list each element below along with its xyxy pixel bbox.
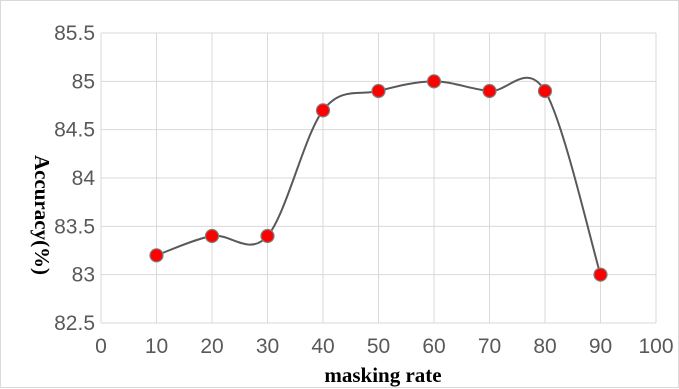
x-tick-label: 80 <box>533 335 556 358</box>
x-tick-label: 100 <box>638 335 673 358</box>
x-tick-label: 40 <box>311 335 334 358</box>
data-point <box>371 83 386 99</box>
x-axis-ticks: 0 10 20 30 40 50 60 70 80 90 100 <box>95 335 673 358</box>
data-point <box>426 74 442 89</box>
x-tick-label: 30 <box>256 335 279 358</box>
y-tick-label: 84.5 <box>54 119 95 142</box>
y-tick-label: 85.5 <box>54 22 95 45</box>
x-tick-label: 50 <box>367 335 390 358</box>
data-point <box>593 267 608 282</box>
y-tick-label: 83.5 <box>54 215 95 238</box>
y-tick-label: 85 <box>72 70 95 93</box>
y-tick-label: 84 <box>72 167 96 190</box>
y-tick-label: 83 <box>72 264 95 287</box>
x-tick-label: 10 <box>145 335 168 358</box>
data-point <box>204 228 220 244</box>
x-tick-label: 60 <box>422 335 445 358</box>
x-tick-label: 70 <box>478 335 501 358</box>
data-point <box>315 103 331 118</box>
y-axis-ticks: 82.5 83 83.5 84 84.5 85 85.5 <box>54 22 95 335</box>
y-tick-label: 82.5 <box>54 312 95 335</box>
series-layer <box>149 74 608 282</box>
x-tick-label: 20 <box>200 335 223 358</box>
data-point <box>482 83 497 99</box>
data-point <box>537 83 553 99</box>
grid-lines <box>100 32 657 324</box>
data-point <box>149 248 164 263</box>
data-point <box>260 228 275 244</box>
y-axis-title: Accuracy(%) <box>30 155 54 275</box>
x-axis-title: masking rate <box>324 363 441 387</box>
x-tick-label: 90 <box>589 335 612 358</box>
x-tick-label: 0 <box>95 335 107 358</box>
